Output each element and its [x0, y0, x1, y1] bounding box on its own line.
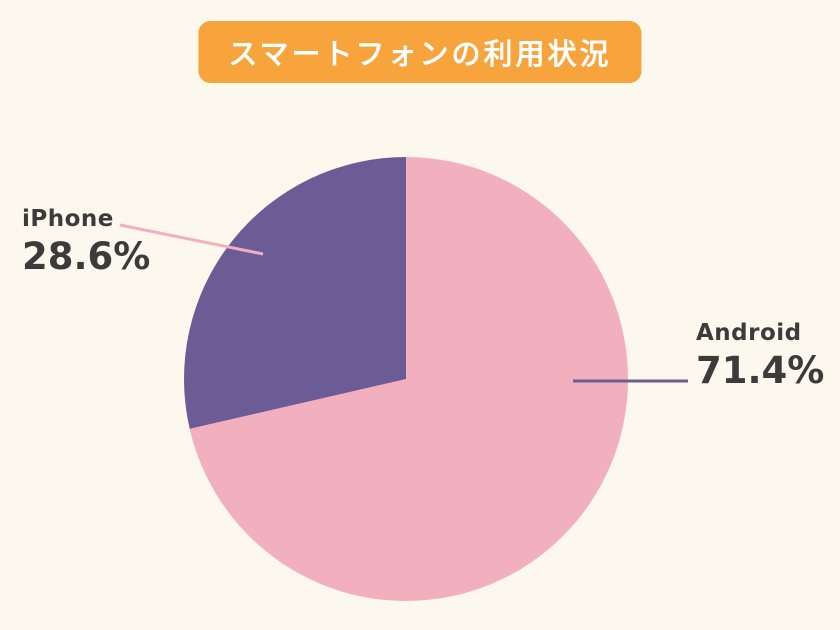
iphone-leader-line — [119, 223, 264, 256]
chart-title: スマートフォンの利用状況 — [228, 37, 612, 71]
label-android: Android 71.4% — [696, 320, 824, 392]
android-value-text: 71.4% — [696, 349, 825, 392]
chart-title-badge: スマートフォンの利用状況 — [198, 21, 642, 83]
label-iphone: iPhone 28.6% — [22, 206, 150, 278]
iphone-value-text: 28.6% — [22, 235, 151, 278]
pie-slice-iphone — [184, 157, 406, 429]
android-label-text: Android — [696, 320, 802, 346]
iphone-label-text: iPhone — [22, 206, 114, 232]
